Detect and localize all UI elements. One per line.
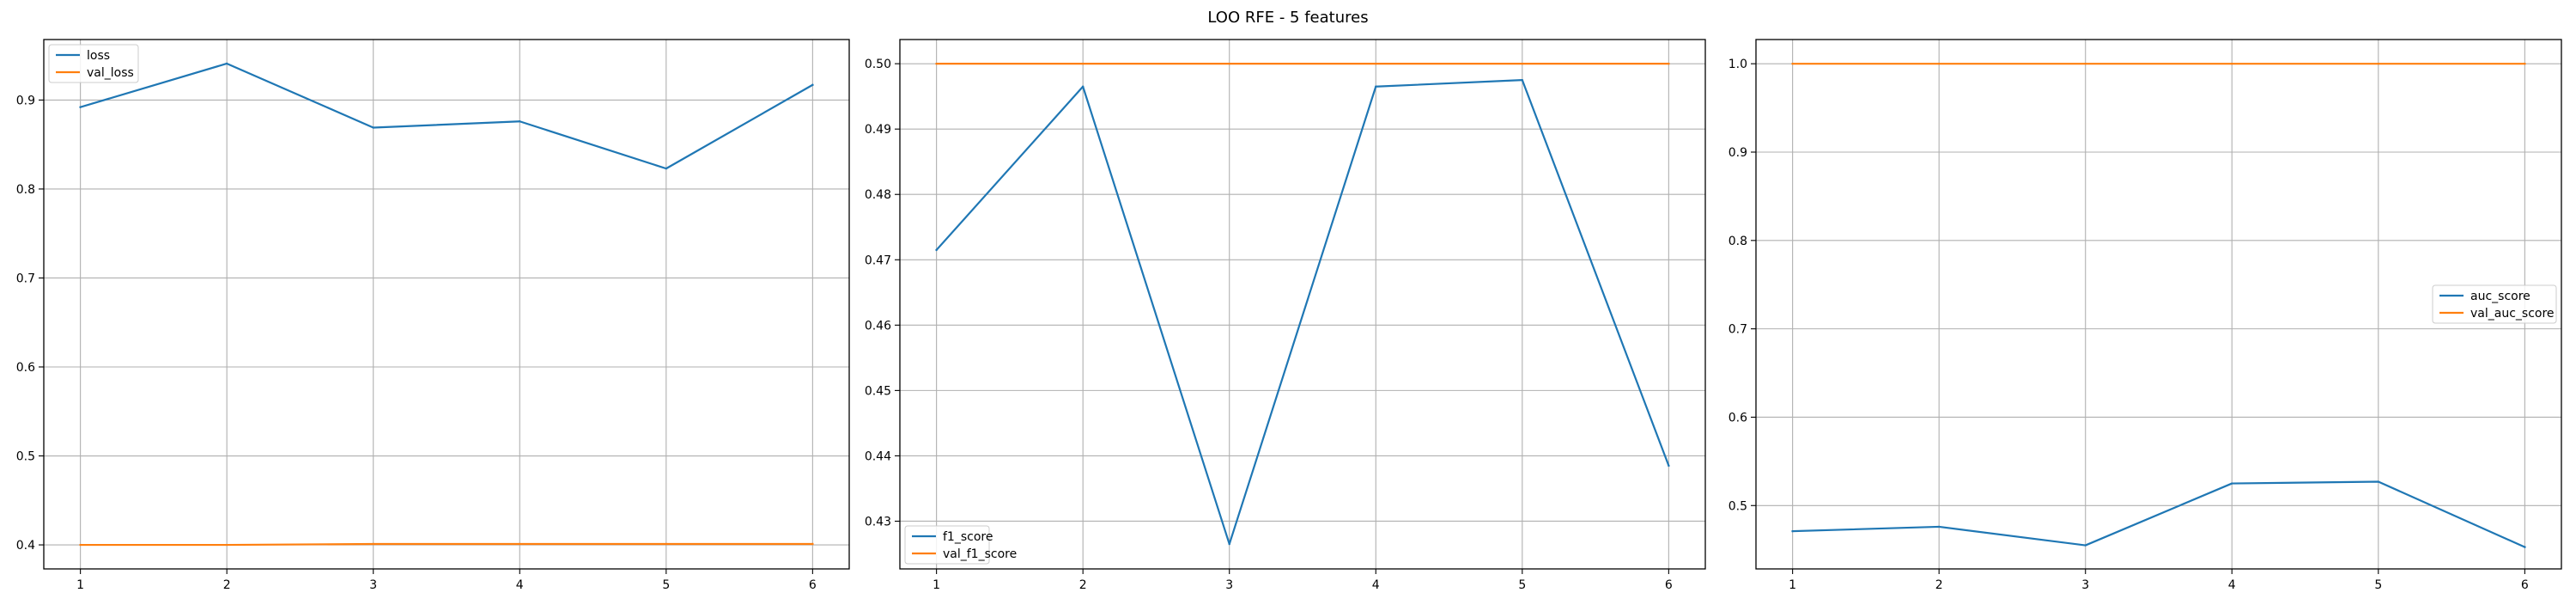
y-tick-label: 0.8 [16,183,35,197]
x-tick-label: 5 [1518,578,1526,592]
y-tick-label: 0.50 [865,58,891,71]
data-point-val_auc_score [2231,62,2233,65]
data-point-val_f1_score [1375,62,1377,65]
series-line-val_loss [79,542,814,547]
x-tick-label: 5 [2374,578,2382,592]
y-tick-label: 0.45 [865,384,891,398]
data-point-val_loss [372,542,374,546]
chart-1: 1 2 3 4 5 6 0.4 0.5 0.6 0.7 0.8 0.9 loss val_loss [16,39,850,592]
y-tick-label: 0.47 [865,254,891,267]
data-point-val_auc_score [1791,62,1794,65]
data-point-loss [79,106,82,108]
x-tick-label: 6 [1665,578,1673,592]
legend-label-auc_score: auc_score [2470,290,2530,303]
data-point-loss [665,167,668,170]
axes-frame [43,39,850,570]
legend-label-val_f1_score: val_f1_score [943,547,1017,561]
x-tick-label: 1 [1789,578,1796,592]
x-tick-label: 5 [662,578,670,592]
y-tick-label: 0.6 [1728,411,1747,425]
chart-3: 1 2 3 4 5 6 0.5 0.6 0.7 0.8 0.9 1.0 auc_score val_auc… [1728,39,2562,592]
y-tick-label: 0.43 [865,515,891,529]
y-tick-label: 0.7 [16,272,35,285]
series-line-loss [79,62,814,170]
legend-label-loss: loss [87,49,110,63]
y-tick-label: 0.8 [1728,235,1747,248]
y-tick-label: 0.5 [1728,499,1747,513]
data-point-f1_score [935,248,938,252]
x-tick-label: 3 [369,578,377,592]
data-point-f1_score [1521,78,1524,82]
figure-title: LOO RFE - 5 features [1207,9,1369,27]
data-point-val_loss [519,542,521,546]
data-point-f1_score [1375,85,1377,88]
data-point-f1_score [1081,85,1084,88]
y-tick-label: 1.0 [1728,58,1747,71]
data-point-val_loss [79,543,82,547]
y-tick-label: 0.44 [865,449,891,463]
data-point-val_loss [225,543,228,547]
x-tick-label: 2 [1079,578,1087,592]
series-line-auc_score [1791,480,2526,549]
data-point-val_f1_score [1521,62,1524,65]
data-point-val_f1_score [935,62,938,65]
x-tick-label: 1 [933,578,940,592]
data-point-auc_score [2524,546,2526,548]
data-point-f1_score [1668,464,1670,468]
data-point-loss [372,126,374,129]
y-tick-label: 0.6 [16,361,35,375]
x-tick-label: 3 [2081,578,2089,592]
chart-2: 1 2 3 4 5 6 0.43 0.44 0.45 0.46 0.47 0.48 0.49 0.50 f1… [865,39,1706,592]
y-tick-label: 0.4 [16,539,35,553]
legend-label-val_auc_score: val_auc_score [2470,307,2555,321]
data-point-auc_score [2084,544,2087,547]
data-point-val_auc_score [2524,62,2526,65]
x-tick-label: 4 [516,578,524,592]
y-tick-label: 0.48 [865,188,891,202]
x-tick-label: 4 [1372,578,1380,592]
data-point-f1_score [1228,542,1230,546]
data-point-loss [519,120,521,123]
data-point-val_loss [665,542,668,546]
data-point-auc_score [2231,482,2233,485]
axes-frame [1755,39,2562,570]
legend-label-val_loss: val_loss [87,66,134,80]
x-tick-label: 2 [223,578,231,592]
y-tick-label: 0.49 [865,123,891,137]
x-tick-label: 2 [1935,578,1943,592]
x-tick-label: 3 [1225,578,1233,592]
data-point-val_loss [811,542,814,546]
data-point-auc_score [1791,529,1794,533]
y-tick-label: 0.9 [16,94,35,107]
data-point-val_auc_score [2084,62,2087,65]
data-point-loss [811,83,814,87]
y-tick-label: 0.5 [16,450,35,464]
x-tick-label: 1 [76,578,84,592]
data-point-val_auc_score [1937,62,1941,65]
data-point-val_auc_score [2377,62,2380,65]
data-point-val_f1_score [1081,62,1084,65]
x-tick-label: 6 [809,578,817,592]
axes-frame [899,39,1706,570]
legend: auc_score val_auc_score [2432,284,2557,324]
series-line-f1_score [935,79,1670,546]
data-point-auc_score [2377,480,2380,483]
data-point-loss [225,62,228,65]
x-tick-label: 6 [2521,578,2529,592]
legend: loss val_loss [48,44,139,83]
data-point-auc_score [1937,525,1941,529]
legend-label-f1_score: f1_score [943,530,993,544]
x-tick-label: 4 [2228,578,2236,592]
y-tick-label: 0.46 [865,319,891,333]
y-tick-label: 0.9 [1728,146,1747,160]
data-point-val_f1_score [1228,62,1230,65]
data-point-val_f1_score [1668,62,1670,65]
y-tick-label: 0.7 [1728,323,1747,337]
legend: f1_score val_f1_score [904,525,1017,565]
